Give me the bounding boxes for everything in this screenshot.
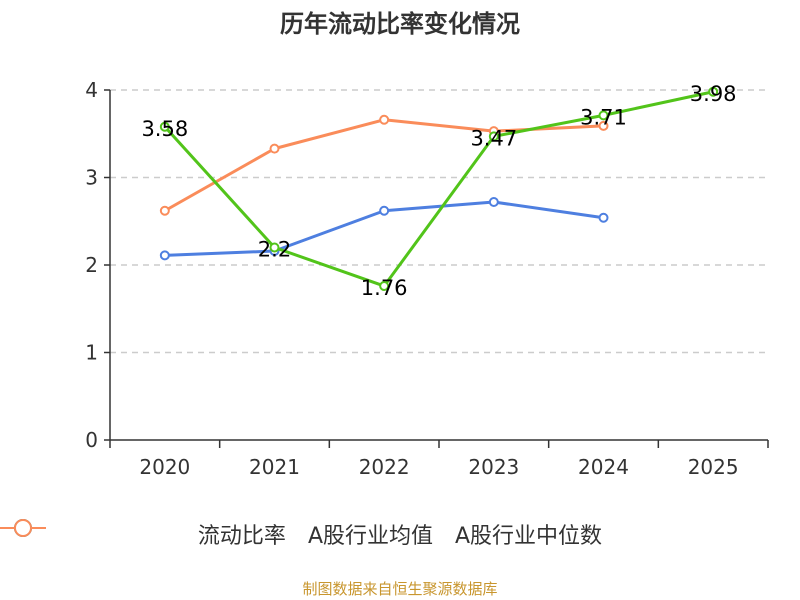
data-point [159, 121, 170, 132]
data-point [488, 131, 499, 142]
legend-item-industry-average[interactable]: A股行业均值 [0, 518, 433, 550]
data-label: 3.98 [690, 82, 737, 106]
y-tick-label: 0 [85, 428, 98, 452]
data-point [379, 205, 390, 216]
legend-label: 流动比率 [197, 524, 286, 549]
x-tick-label: 2022 [359, 455, 410, 479]
data-point [379, 281, 390, 291]
legend-item-current-ratio[interactable]: 流动比率 [0, 518, 286, 550]
y-tick-label: 1 [85, 341, 98, 365]
y-tick-label: 4 [85, 78, 98, 102]
y-tick-label: 3 [85, 166, 98, 190]
data-label: 3.58 [141, 117, 188, 141]
data-source-note: 制图数据来自恒生聚源数据库 [302, 580, 498, 598]
series-line [163, 90, 714, 288]
data-point [159, 250, 170, 261]
data-label: 2.2 [258, 238, 291, 262]
legend-label: A股行业中位数 [455, 524, 603, 549]
y-tick-label: 2 [85, 253, 98, 277]
line-chart: 0 1 2 3 4 2020 2021 2022 2023 2024 2025 3.58 2.2 1.76… [85, 78, 769, 479]
data-point [159, 205, 170, 216]
data-point [598, 110, 609, 121]
x-tick-label: 2020 [139, 455, 190, 479]
x-tick-label: 2025 [688, 455, 739, 479]
data-point [598, 212, 609, 223]
legend-item-industry-median[interactable]: A股行业中位数 [0, 518, 603, 550]
data-point [379, 114, 390, 125]
data-label: 3.71 [580, 105, 627, 129]
legend-label: A股行业均值 [307, 524, 433, 549]
chart-title: 历年流动比率变化情况 [280, 10, 520, 38]
x-tick-label: 2021 [249, 455, 300, 479]
data-point [488, 197, 499, 207]
legend-marker-icon [0, 519, 46, 537]
data-point [598, 120, 609, 131]
x-tick-label: 2023 [468, 455, 519, 479]
data-point [708, 86, 719, 97]
data-label: 3.47 [470, 126, 517, 150]
x-tick-label: 2024 [578, 455, 629, 479]
legend: 流动比率 A股行业均值 A股行业中位数 [0, 518, 800, 550]
data-label: 1.76 [361, 276, 408, 300]
data-point [269, 143, 280, 154]
data-point [269, 242, 280, 253]
